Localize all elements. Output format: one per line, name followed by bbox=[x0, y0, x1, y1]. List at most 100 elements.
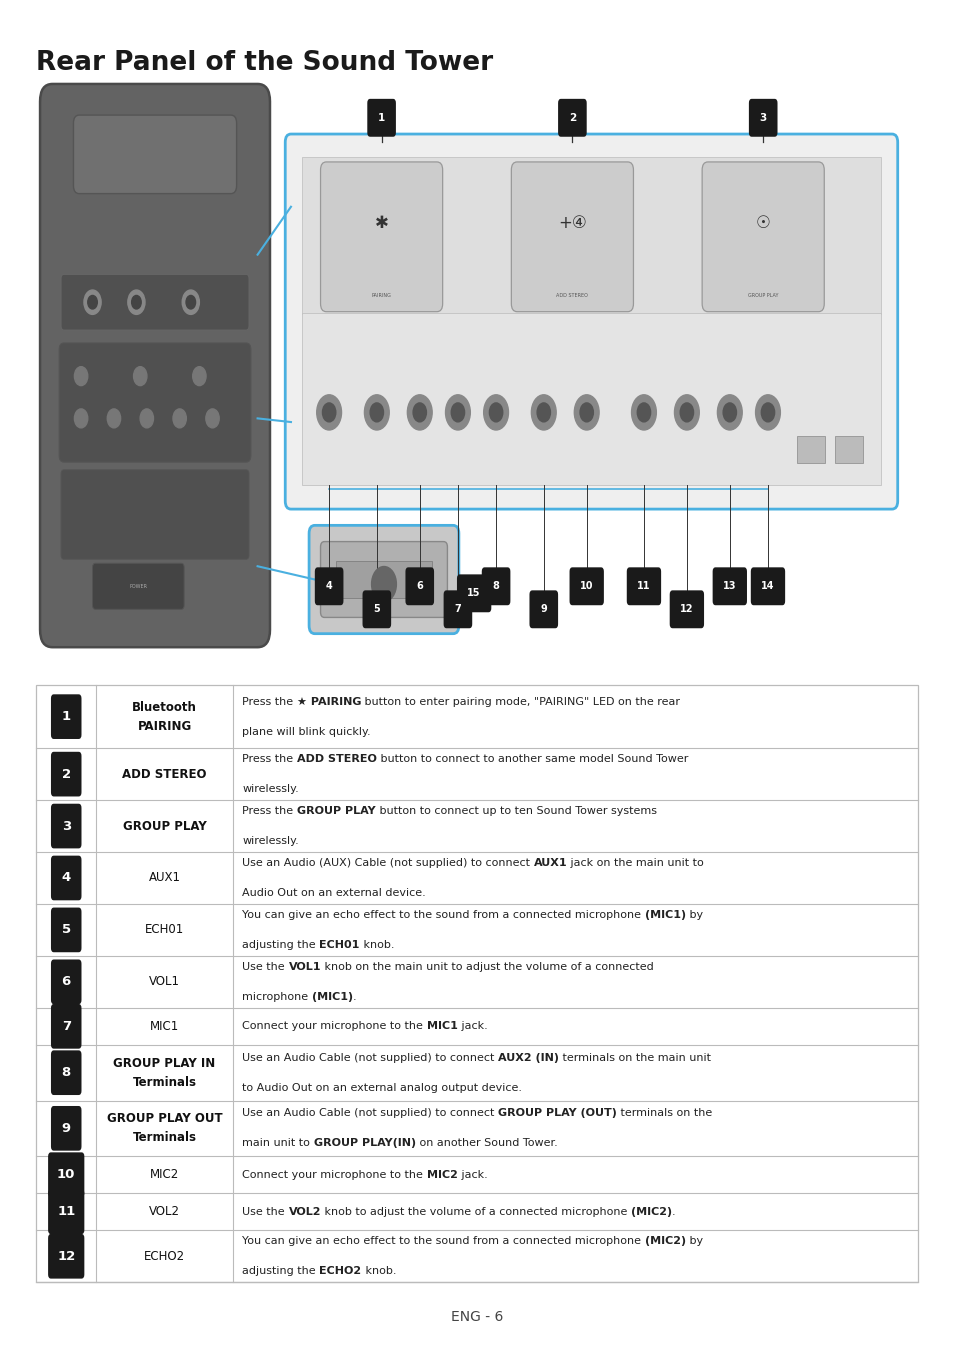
Text: on another Sound Tower.: on another Sound Tower. bbox=[416, 1139, 558, 1148]
Circle shape bbox=[316, 395, 341, 431]
FancyBboxPatch shape bbox=[51, 960, 81, 1005]
Text: GROUP PLAY IN: GROUP PLAY IN bbox=[113, 1056, 215, 1070]
Text: MIC2: MIC2 bbox=[150, 1169, 179, 1181]
Circle shape bbox=[193, 367, 206, 386]
Text: VOL1: VOL1 bbox=[288, 961, 320, 972]
Text: Press the: Press the bbox=[242, 697, 296, 707]
Text: Press the: Press the bbox=[242, 754, 296, 764]
FancyBboxPatch shape bbox=[48, 1152, 84, 1197]
FancyBboxPatch shape bbox=[285, 134, 897, 509]
Text: 11: 11 bbox=[57, 1205, 75, 1219]
Text: GROUP PLAY (OUT): GROUP PLAY (OUT) bbox=[497, 1109, 617, 1118]
Text: 12: 12 bbox=[679, 604, 693, 615]
Text: VOL1: VOL1 bbox=[149, 975, 180, 988]
Text: AUX1: AUX1 bbox=[534, 858, 567, 868]
Circle shape bbox=[531, 395, 556, 431]
FancyBboxPatch shape bbox=[92, 563, 184, 609]
Text: GROUP PLAY OUT: GROUP PLAY OUT bbox=[107, 1113, 222, 1125]
Text: +④: +④ bbox=[558, 214, 586, 232]
Circle shape bbox=[132, 295, 141, 309]
FancyBboxPatch shape bbox=[405, 567, 434, 605]
Text: Terminals: Terminals bbox=[132, 1132, 196, 1144]
Text: knob.: knob. bbox=[361, 1266, 395, 1277]
Circle shape bbox=[717, 395, 741, 431]
Circle shape bbox=[74, 367, 88, 386]
Text: jack.: jack. bbox=[457, 1170, 487, 1179]
Text: knob.: knob. bbox=[359, 940, 394, 949]
Text: ECH01: ECH01 bbox=[145, 923, 184, 937]
Text: GROUP PLAY: GROUP PLAY bbox=[296, 806, 375, 816]
Text: plane will blink quickly.: plane will blink quickly. bbox=[242, 727, 371, 737]
Circle shape bbox=[755, 395, 780, 431]
FancyBboxPatch shape bbox=[51, 1106, 81, 1151]
Text: adjusting the: adjusting the bbox=[242, 1266, 319, 1277]
FancyBboxPatch shape bbox=[61, 275, 249, 330]
Circle shape bbox=[451, 403, 464, 422]
Text: 2: 2 bbox=[62, 768, 71, 781]
Text: jack on the main unit to: jack on the main unit to bbox=[567, 858, 703, 868]
Text: button to enter pairing mode, "PAIRING" LED on the rear: button to enter pairing mode, "PAIRING" … bbox=[361, 697, 679, 707]
Circle shape bbox=[407, 395, 432, 431]
Text: 5: 5 bbox=[62, 923, 71, 937]
Text: Audio Out on an external device.: Audio Out on an external device. bbox=[242, 888, 426, 898]
Circle shape bbox=[370, 403, 383, 422]
Text: knob to adjust the volume of a connected microphone: knob to adjust the volume of a connected… bbox=[320, 1206, 630, 1217]
Text: main unit to: main unit to bbox=[242, 1139, 314, 1148]
Text: ADD STEREO: ADD STEREO bbox=[556, 292, 588, 298]
Bar bbox=[796, 436, 824, 463]
FancyBboxPatch shape bbox=[712, 567, 746, 605]
Circle shape bbox=[186, 295, 195, 309]
Circle shape bbox=[537, 403, 550, 422]
Text: MIC2: MIC2 bbox=[426, 1170, 457, 1179]
FancyBboxPatch shape bbox=[48, 1233, 84, 1278]
Text: GROUP PLAY(IN): GROUP PLAY(IN) bbox=[314, 1139, 416, 1148]
Text: 2: 2 bbox=[568, 112, 576, 123]
FancyBboxPatch shape bbox=[626, 567, 660, 605]
FancyBboxPatch shape bbox=[59, 343, 251, 462]
Text: knob on the main unit to adjust the volume of a connected: knob on the main unit to adjust the volu… bbox=[320, 961, 653, 972]
Text: 15: 15 bbox=[467, 589, 480, 598]
Text: (MIC1): (MIC1) bbox=[644, 910, 685, 919]
Text: You can give an echo effect to the sound from a connected microphone: You can give an echo effect to the sound… bbox=[242, 910, 644, 919]
FancyBboxPatch shape bbox=[73, 115, 236, 194]
Text: AUX1: AUX1 bbox=[149, 872, 180, 884]
Text: AUX2 (IN): AUX2 (IN) bbox=[497, 1053, 558, 1063]
Text: Connect your microphone to the: Connect your microphone to the bbox=[242, 1170, 426, 1179]
Text: jack.: jack. bbox=[457, 1021, 487, 1032]
Text: button to connect up to ten Sound Tower systems: button to connect up to ten Sound Tower … bbox=[375, 806, 656, 816]
Circle shape bbox=[172, 409, 186, 428]
FancyBboxPatch shape bbox=[511, 162, 633, 311]
Text: (MIC2): (MIC2) bbox=[630, 1206, 671, 1217]
FancyBboxPatch shape bbox=[51, 1051, 81, 1095]
Text: VOL2: VOL2 bbox=[149, 1205, 180, 1219]
Text: ADD STEREO: ADD STEREO bbox=[296, 754, 376, 764]
Text: ★ PAIRING: ★ PAIRING bbox=[296, 697, 361, 707]
Circle shape bbox=[84, 290, 101, 314]
Circle shape bbox=[140, 409, 153, 428]
FancyBboxPatch shape bbox=[61, 470, 249, 559]
Circle shape bbox=[133, 367, 147, 386]
FancyBboxPatch shape bbox=[750, 567, 784, 605]
Text: 12: 12 bbox=[57, 1250, 75, 1263]
Text: 3: 3 bbox=[62, 819, 71, 833]
FancyBboxPatch shape bbox=[320, 542, 447, 617]
Text: 1: 1 bbox=[62, 709, 71, 723]
Circle shape bbox=[637, 403, 650, 422]
Circle shape bbox=[483, 395, 508, 431]
Text: 7: 7 bbox=[454, 604, 461, 615]
Text: Use the: Use the bbox=[242, 1206, 288, 1217]
Text: VOL2: VOL2 bbox=[288, 1206, 320, 1217]
Text: ✱: ✱ bbox=[375, 214, 388, 232]
Circle shape bbox=[372, 566, 396, 601]
Bar bbox=[302, 157, 880, 314]
Text: 9: 9 bbox=[62, 1122, 71, 1135]
FancyBboxPatch shape bbox=[701, 162, 823, 311]
FancyBboxPatch shape bbox=[569, 567, 603, 605]
Circle shape bbox=[445, 395, 470, 431]
Text: Terminals: Terminals bbox=[132, 1075, 196, 1089]
Text: You can give an echo effect to the sound from a connected microphone: You can give an echo effect to the sound… bbox=[242, 1236, 644, 1247]
Circle shape bbox=[631, 395, 656, 431]
Text: ENG - 6: ENG - 6 bbox=[451, 1311, 502, 1324]
FancyBboxPatch shape bbox=[51, 751, 81, 796]
Circle shape bbox=[322, 403, 335, 422]
